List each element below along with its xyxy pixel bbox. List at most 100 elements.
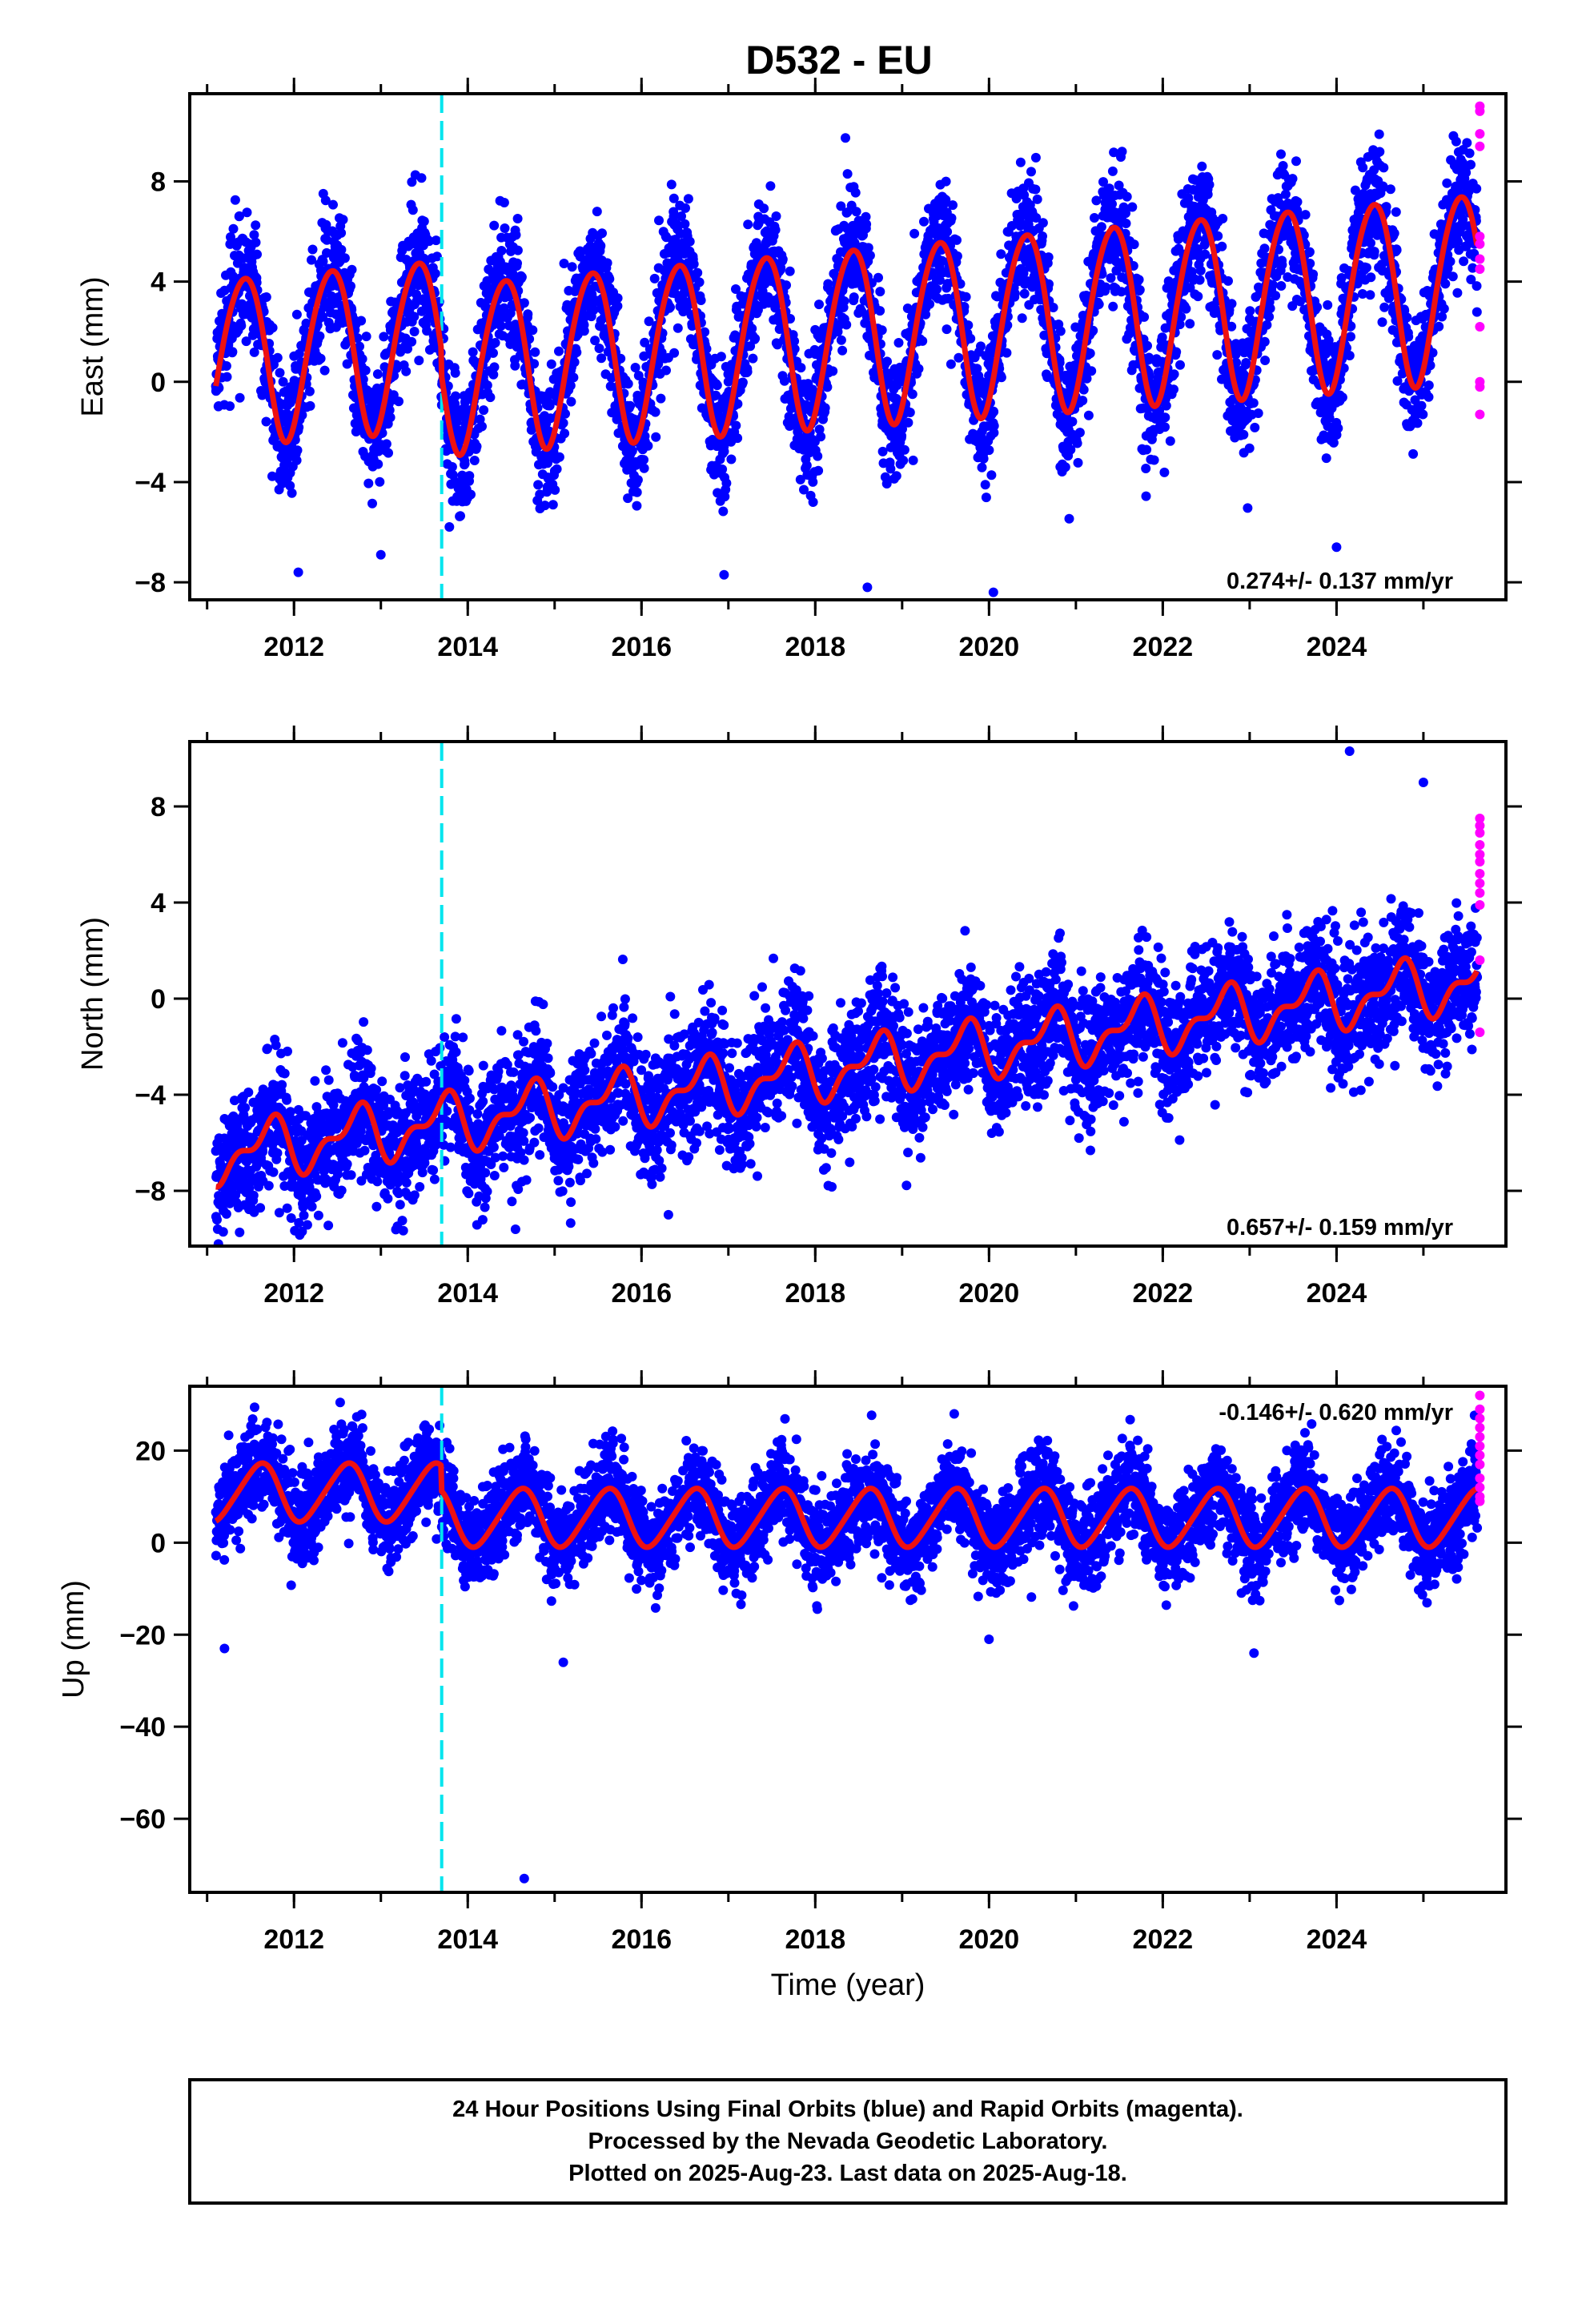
east-final-point	[873, 272, 883, 283]
east-rapid-point	[1475, 106, 1485, 116]
east-final-point	[444, 522, 455, 532]
east-final-point	[567, 262, 577, 272]
east-final-point	[643, 440, 653, 451]
east-final-point	[1245, 306, 1255, 316]
east-final-point	[292, 445, 303, 456]
east-final-point	[905, 408, 915, 417]
east-final-point	[512, 214, 523, 223]
east-final-point	[1365, 290, 1375, 300]
east-final-point	[1212, 350, 1223, 360]
east-final-point	[1262, 320, 1272, 330]
east-final-point	[954, 352, 964, 363]
east-final-point	[1391, 245, 1402, 255]
east-final-point	[596, 353, 607, 364]
east-final-point	[360, 365, 371, 376]
east-final-point	[1129, 239, 1139, 250]
east-final-point	[989, 407, 999, 417]
east-rapid-point	[1475, 382, 1485, 392]
east-final-point	[533, 480, 544, 490]
east-final-point	[1248, 398, 1259, 408]
east-y-tick-label: 0	[151, 368, 166, 398]
east-final-point	[946, 359, 956, 369]
east-final-point	[472, 441, 482, 452]
east-final-point	[540, 501, 550, 511]
east-final-point	[546, 359, 556, 369]
east-final-point	[1308, 269, 1319, 279]
east-final-point	[1287, 174, 1298, 184]
east-final-point	[294, 348, 304, 359]
east-final-point	[1165, 436, 1175, 446]
east-final-point	[963, 320, 974, 331]
east-final-point	[529, 359, 540, 369]
east-final-point	[719, 569, 729, 580]
east-final-point	[385, 412, 396, 423]
east-final-point	[1171, 347, 1182, 357]
east-final-point	[558, 418, 568, 428]
east-final-point	[1264, 312, 1275, 322]
east-final-point	[1442, 178, 1452, 188]
east-final-point	[1127, 202, 1138, 212]
east-final-point	[737, 377, 748, 388]
east-final-point	[1402, 312, 1412, 323]
east-final-point	[828, 366, 838, 376]
east-final-point	[251, 237, 261, 247]
east-final-point	[1101, 282, 1110, 292]
east-final-point	[1267, 279, 1278, 290]
east-final-point	[367, 498, 377, 509]
east-final-point	[320, 195, 331, 206]
east-final-point	[899, 444, 909, 455]
east-final-point	[908, 455, 918, 465]
east-final-point	[1185, 319, 1195, 329]
east-rapid-point	[1475, 239, 1485, 249]
figure-title: D532 - EU	[745, 38, 932, 82]
east-final-point	[293, 567, 303, 577]
east-final-point	[1292, 197, 1303, 207]
east-final-point	[842, 169, 853, 179]
east-final-point	[356, 316, 367, 326]
east-final-point	[1300, 210, 1311, 220]
east-final-point	[720, 492, 730, 502]
east-final-point	[530, 347, 540, 357]
east-final-point	[748, 353, 758, 364]
east-final-point	[917, 336, 928, 346]
east-final-point	[222, 372, 232, 382]
east-final-point	[1276, 149, 1286, 159]
east-final-point	[1472, 307, 1482, 317]
east-final-point	[482, 380, 492, 391]
east-final-point	[403, 344, 412, 354]
east-final-point	[275, 368, 285, 378]
east-final-point	[548, 500, 558, 510]
east-final-point	[496, 246, 507, 255]
east-final-point	[485, 392, 496, 403]
east-final-point	[909, 228, 920, 239]
east-final-point	[488, 348, 498, 358]
east-final-point	[669, 211, 679, 222]
east-final-point	[554, 452, 564, 462]
east-final-point	[711, 390, 721, 400]
east-final-point	[771, 211, 781, 221]
east-final-point	[1085, 348, 1095, 359]
east-final-point	[656, 393, 666, 404]
east-final-point	[789, 336, 800, 346]
east-final-point	[1333, 423, 1343, 433]
east-final-point	[391, 363, 402, 373]
east-final-point	[632, 487, 642, 497]
east-final-point	[242, 207, 252, 218]
east-final-point	[696, 296, 706, 305]
east-final-point	[946, 213, 957, 223]
east-final-point	[499, 303, 509, 313]
east-final-point	[1472, 183, 1482, 194]
east-final-point	[1090, 213, 1099, 223]
east-final-point	[1260, 356, 1271, 365]
east-final-point	[479, 405, 489, 416]
east-final-point	[627, 446, 637, 456]
east-final-point	[430, 268, 440, 279]
east-final-point	[1038, 218, 1048, 228]
east-final-point	[996, 372, 1006, 383]
east-final-point	[632, 501, 642, 511]
east-final-point	[841, 320, 852, 330]
east-final-point	[1361, 263, 1371, 273]
east-rapid-point	[1475, 409, 1485, 420]
east-y-tick-label: 4	[151, 267, 166, 298]
east-final-point	[1276, 281, 1287, 291]
